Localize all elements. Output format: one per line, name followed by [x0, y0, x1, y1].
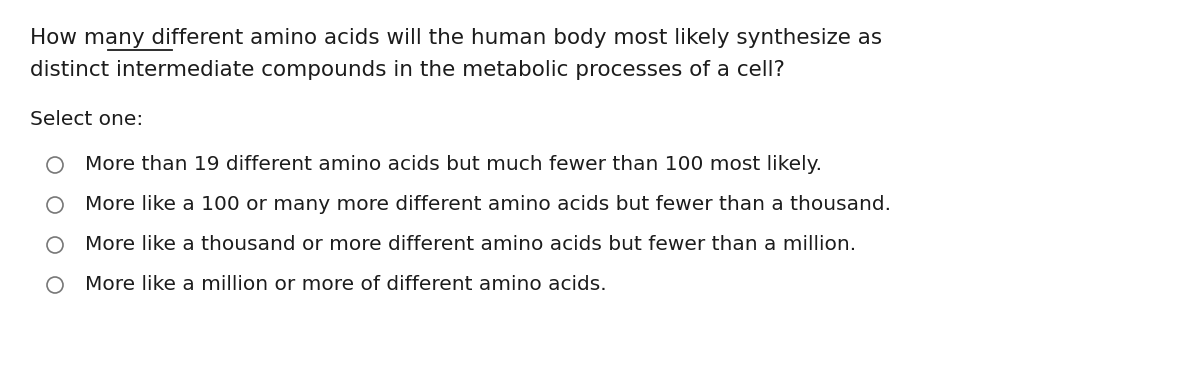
Text: More like a million or more of different amino acids.: More like a million or more of different…	[85, 275, 607, 294]
Text: More than 19 different amino acids but much fewer than 100 most likely.: More than 19 different amino acids but m…	[85, 155, 822, 174]
Text: More like a 100 or many more different amino acids but fewer than a thousand.: More like a 100 or many more different a…	[85, 195, 890, 214]
Text: Select one:: Select one:	[30, 110, 143, 129]
Text: More like a thousand or more different amino acids but fewer than a million.: More like a thousand or more different a…	[85, 235, 856, 254]
Text: distinct intermediate compounds in the metabolic processes of a cell?: distinct intermediate compounds in the m…	[30, 60, 785, 80]
Text: How many different amino acids will the human body most likely synthesize as: How many different amino acids will the …	[30, 28, 882, 48]
